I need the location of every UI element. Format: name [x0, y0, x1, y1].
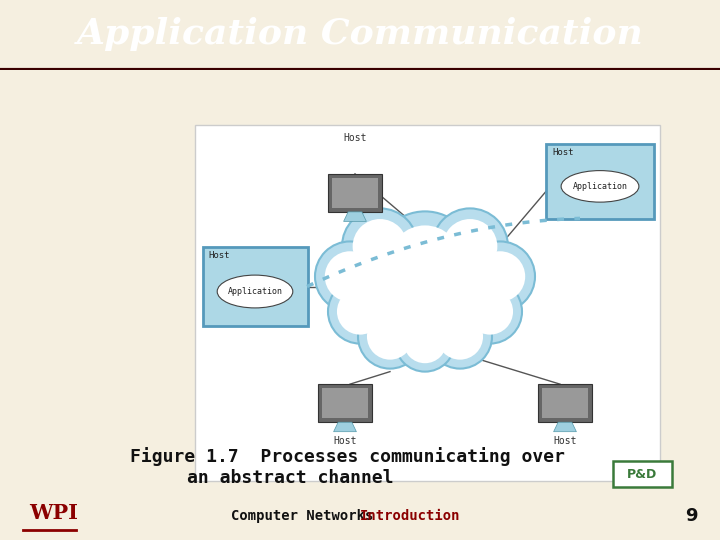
- Circle shape: [389, 225, 461, 298]
- Circle shape: [432, 208, 508, 285]
- FancyBboxPatch shape: [332, 178, 378, 208]
- Circle shape: [443, 219, 498, 274]
- Circle shape: [437, 314, 483, 360]
- FancyBboxPatch shape: [195, 125, 660, 481]
- Circle shape: [328, 280, 392, 343]
- Text: Figure 1.7  Processes communicating over: Figure 1.7 Processes communicating over: [130, 447, 564, 466]
- Circle shape: [458, 280, 522, 343]
- Circle shape: [365, 232, 485, 352]
- Text: Host: Host: [209, 252, 230, 260]
- Circle shape: [467, 288, 513, 335]
- Text: Application Communication: Application Communication: [76, 17, 644, 51]
- Circle shape: [465, 241, 535, 312]
- Ellipse shape: [217, 275, 293, 308]
- Text: Application: Application: [572, 182, 628, 191]
- Polygon shape: [554, 422, 577, 431]
- FancyBboxPatch shape: [323, 388, 368, 418]
- Text: Host: Host: [333, 436, 356, 446]
- Circle shape: [375, 211, 475, 312]
- Text: an abstract channel: an abstract channel: [187, 469, 394, 488]
- Circle shape: [367, 314, 413, 360]
- Circle shape: [395, 312, 455, 372]
- Circle shape: [342, 208, 418, 285]
- Ellipse shape: [561, 171, 639, 202]
- Circle shape: [428, 305, 492, 369]
- Polygon shape: [343, 212, 366, 221]
- Circle shape: [358, 305, 422, 369]
- Text: P&D: P&D: [627, 468, 657, 481]
- FancyBboxPatch shape: [542, 388, 588, 418]
- FancyBboxPatch shape: [318, 384, 372, 422]
- FancyBboxPatch shape: [539, 384, 592, 422]
- Text: 9: 9: [685, 507, 698, 525]
- Circle shape: [403, 320, 446, 363]
- Polygon shape: [333, 422, 356, 431]
- FancyBboxPatch shape: [546, 144, 654, 219]
- Circle shape: [337, 288, 383, 335]
- Text: Application: Application: [228, 287, 282, 296]
- Circle shape: [474, 251, 525, 302]
- Circle shape: [315, 241, 385, 312]
- Text: Computer Networks: Computer Networks: [231, 509, 374, 523]
- FancyBboxPatch shape: [202, 247, 307, 326]
- Text: Introduction: Introduction: [360, 509, 461, 523]
- Text: Host: Host: [553, 436, 577, 446]
- Text: WPI: WPI: [29, 503, 78, 523]
- Text: Host: Host: [552, 148, 574, 157]
- Circle shape: [325, 251, 375, 302]
- Circle shape: [353, 219, 408, 274]
- Text: Host: Host: [343, 133, 366, 143]
- FancyBboxPatch shape: [328, 174, 382, 212]
- FancyBboxPatch shape: [613, 461, 672, 488]
